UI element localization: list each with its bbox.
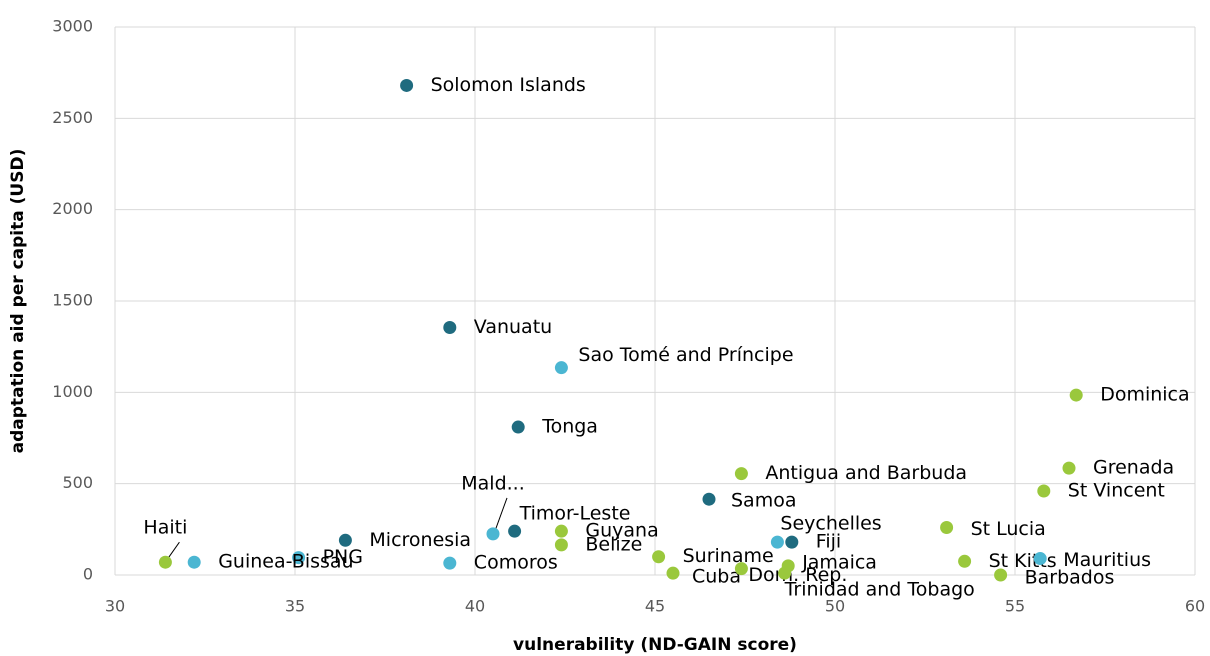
point xyxy=(940,521,954,535)
point-label: St Vincent xyxy=(1068,479,1165,501)
y-tick-label: 3000 xyxy=(52,17,93,36)
x-tick-label: 45 xyxy=(645,597,665,616)
x-axis-title: vulnerability (ND-GAIN score) xyxy=(513,635,797,655)
point-label: Fiji xyxy=(816,531,841,553)
point xyxy=(770,535,784,549)
x-tick-label: 30 xyxy=(105,597,125,616)
x-tick-label: 35 xyxy=(285,597,305,616)
point xyxy=(486,527,500,541)
point xyxy=(554,361,568,375)
point-label: Mauritius xyxy=(1063,549,1151,571)
point xyxy=(734,562,748,576)
y-tick-label: 2000 xyxy=(52,199,93,218)
point xyxy=(554,538,568,552)
point-label: St Lucia xyxy=(971,518,1046,540)
x-tick-label: 50 xyxy=(825,597,845,616)
point xyxy=(554,524,568,538)
point-label: Antigua and Barbuda xyxy=(765,462,967,484)
point xyxy=(1037,484,1051,498)
y-tick-label: 500 xyxy=(62,473,93,492)
point-label: Seychelles xyxy=(780,513,881,535)
point xyxy=(778,566,792,580)
point xyxy=(400,78,414,92)
point xyxy=(158,555,172,569)
point-label: Sao Tomé and Príncipe xyxy=(578,344,793,366)
point xyxy=(734,467,748,481)
point xyxy=(292,551,306,565)
leader-line xyxy=(166,541,180,560)
point-label: PNG xyxy=(323,546,363,568)
x-tick-label: 60 xyxy=(1185,597,1205,616)
x-tick-label: 40 xyxy=(465,597,485,616)
y-tick-label: 2500 xyxy=(52,108,93,127)
point-label: Guinea-Bissau xyxy=(218,551,353,573)
point-label: Vanuatu xyxy=(474,316,552,338)
point-label: Belize xyxy=(585,533,642,555)
y-tick-label: 0 xyxy=(83,565,93,584)
point-label: Guyana xyxy=(585,520,658,542)
y-tick-label: 1000 xyxy=(52,382,93,401)
point xyxy=(443,556,457,570)
point-label: Grenada xyxy=(1093,457,1174,479)
point xyxy=(958,554,972,568)
point-label: Comoros xyxy=(474,552,558,574)
point-label: Trinidad and Tobago xyxy=(784,579,975,601)
y-tick-label: 1500 xyxy=(52,291,93,310)
point xyxy=(994,568,1008,582)
point xyxy=(338,533,352,547)
point xyxy=(1033,552,1047,566)
point-label: Jamaica xyxy=(801,551,877,573)
point-label: Cuba xyxy=(692,566,741,588)
point xyxy=(443,320,457,334)
point-label: Tonga xyxy=(541,416,598,438)
point-label: Suriname xyxy=(683,545,774,567)
point-label: Haiti xyxy=(143,517,187,539)
point-label: Dominica xyxy=(1100,384,1189,406)
point-label: Barbados xyxy=(1025,567,1115,589)
point-label: Micronesia xyxy=(369,529,471,551)
point-label: Samoa xyxy=(731,490,796,512)
point xyxy=(702,492,716,506)
point xyxy=(187,555,201,569)
point xyxy=(785,535,799,549)
point xyxy=(666,566,680,580)
point xyxy=(508,524,522,538)
point-label: Mald... xyxy=(461,472,525,494)
leader-line xyxy=(494,497,508,532)
point xyxy=(652,550,666,564)
point-label: Timor-Leste xyxy=(519,503,631,525)
x-tick-label: 55 xyxy=(1005,597,1025,616)
y-axis-title: adaptation aid per capita (USD) xyxy=(8,149,28,454)
point-label: Dom. Rep. xyxy=(748,564,847,586)
point xyxy=(511,420,525,434)
point xyxy=(1069,388,1083,402)
point xyxy=(1062,461,1076,475)
point-label: Solomon Islands xyxy=(431,74,586,96)
